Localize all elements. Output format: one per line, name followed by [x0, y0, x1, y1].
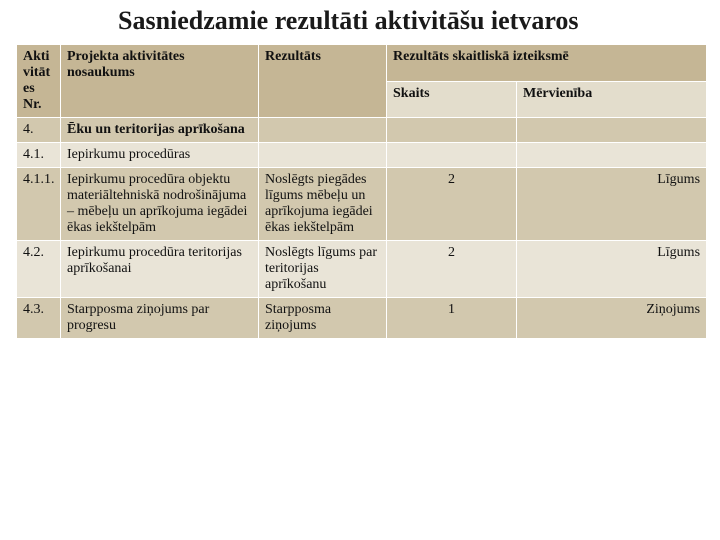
- cell-count: 2: [387, 168, 517, 241]
- th-activity-name: Projekta aktivitātes nosaukums: [61, 45, 259, 118]
- cell-unit: Līgums: [517, 241, 707, 298]
- cell-activity-nr: 4.3.: [17, 298, 61, 339]
- th-unit: Mērvienība: [517, 81, 707, 118]
- table-row: 4.Ēku un teritorijas aprīkošana: [17, 118, 707, 143]
- results-table: Akti vitāt es Nr. Projekta aktivitātes n…: [16, 44, 707, 339]
- cell-count: [387, 118, 517, 143]
- th-count: Skaits: [387, 81, 517, 118]
- cell-unit: Līgums: [517, 168, 707, 241]
- table-row: 4.1.1.Iepirkumu procedūra objektu materi…: [17, 168, 707, 241]
- table-row: 4.2.Iepirkumu procedūra teritorijas aprī…: [17, 241, 707, 298]
- cell-activity-nr: 4.1.1.: [17, 168, 61, 241]
- slide: Sasniedzamie rezultāti aktivitāšu ietvar…: [0, 0, 720, 540]
- th-result-numeric: Rezultāts skaitliskā izteiksmē: [387, 45, 707, 82]
- cell-activity-nr: 4.1.: [17, 143, 61, 168]
- cell-result: [259, 143, 387, 168]
- table-body: 4.Ēku un teritorijas aprīkošana4.1.Iepir…: [17, 118, 707, 339]
- cell-result: Starpposma ziņojums: [259, 298, 387, 339]
- cell-activity-nr: 4.: [17, 118, 61, 143]
- cell-unit: Ziņojums: [517, 298, 707, 339]
- cell-result: Noslēgts piegādes līgums mēbeļu un aprīk…: [259, 168, 387, 241]
- table-row: 4.3.Starpposma ziņojums par progresuStar…: [17, 298, 707, 339]
- cell-activity-name: Ēku un teritorijas aprīkošana: [61, 118, 259, 143]
- cell-result: [259, 118, 387, 143]
- cell-count: [387, 143, 517, 168]
- th-result: Rezultāts: [259, 45, 387, 118]
- table-row: 4.1.Iepirkumu procedūras: [17, 143, 707, 168]
- cell-unit: [517, 118, 707, 143]
- th-activity-nr: Akti vitāt es Nr.: [17, 45, 61, 118]
- cell-unit: [517, 143, 707, 168]
- cell-activity-name: Iepirkumu procedūra objektu materiāltehn…: [61, 168, 259, 241]
- cell-activity-name: Iepirkumu procedūras: [61, 143, 259, 168]
- slide-title: Sasniedzamie rezultāti aktivitāšu ietvar…: [0, 4, 720, 44]
- cell-result: Noslēgts līgums par teritorijas aprīkoša…: [259, 241, 387, 298]
- cell-activity-nr: 4.2.: [17, 241, 61, 298]
- cell-activity-name: Iepirkumu procedūra teritorijas aprīkoša…: [61, 241, 259, 298]
- cell-activity-name: Starpposma ziņojums par progresu: [61, 298, 259, 339]
- cell-count: 1: [387, 298, 517, 339]
- cell-count: 2: [387, 241, 517, 298]
